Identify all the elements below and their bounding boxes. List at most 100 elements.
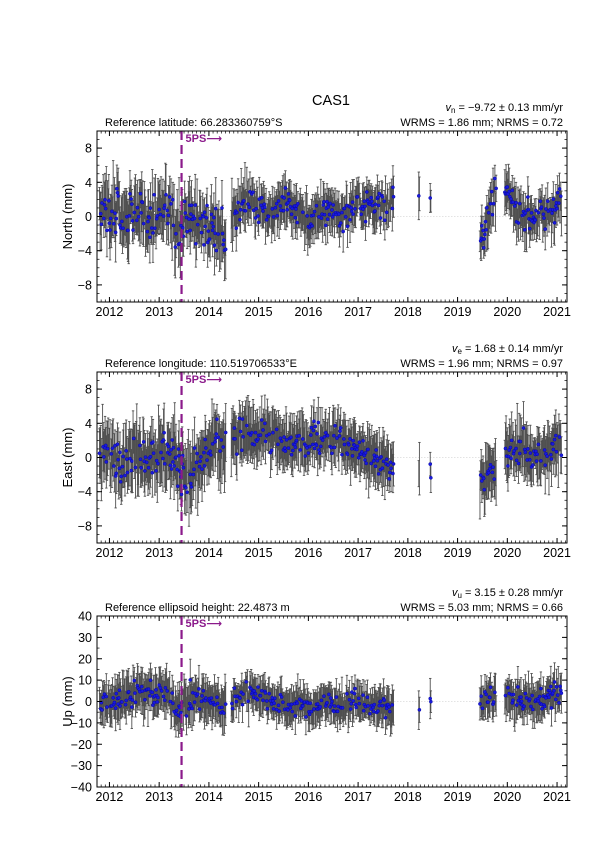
data-point [212, 215, 216, 220]
data-point [148, 206, 153, 210]
data-point [161, 214, 166, 218]
data-point [125, 457, 129, 461]
data-point [162, 430, 166, 435]
data-point [189, 212, 193, 216]
data-point [311, 428, 316, 433]
y-tick-label: −8 [78, 278, 92, 292]
data-point [360, 449, 364, 454]
error-bars [98, 394, 563, 527]
data-point [203, 446, 208, 450]
data-point [364, 461, 368, 466]
data-point [545, 199, 550, 204]
data-point [153, 226, 157, 231]
data-point [349, 206, 354, 210]
data-point [281, 208, 286, 213]
data-point [355, 195, 360, 199]
data-point [527, 457, 532, 462]
data-point [198, 459, 203, 464]
data-point [123, 473, 127, 478]
data-point [154, 216, 159, 221]
x-tick-label: 2013 [145, 546, 173, 560]
data-point [523, 211, 528, 215]
data-point [538, 199, 543, 204]
data-point [135, 205, 140, 210]
data-point [325, 433, 330, 438]
data-point [320, 438, 325, 442]
data-point [376, 195, 380, 199]
data-point [296, 201, 300, 206]
data-point [351, 438, 355, 443]
data-point [124, 449, 129, 453]
data-point [289, 452, 294, 457]
panel-north: Reference latitude: 66.283360759°S WRMS =… [60, 102, 571, 319]
stats-label: WRMS = 1.96 mm; NRMS = 0.97 [400, 358, 563, 370]
data-point [168, 463, 173, 468]
data-point [167, 195, 172, 199]
data-point [129, 468, 133, 473]
data-point [486, 470, 491, 475]
data-point [223, 247, 228, 252]
data-point [289, 435, 293, 440]
data-point [236, 200, 240, 205]
data-point [171, 223, 176, 228]
data-point [316, 420, 321, 425]
data-point [246, 202, 250, 206]
data-point [503, 446, 508, 451]
data-point [151, 231, 155, 235]
data-point [361, 207, 365, 212]
data-point [169, 467, 174, 471]
data-point [518, 439, 523, 444]
data-point [105, 446, 110, 451]
data-point [195, 451, 199, 456]
data-point [536, 210, 541, 215]
data-point [133, 465, 138, 470]
data-point [306, 451, 311, 455]
data-point [310, 224, 314, 228]
data-point [238, 207, 243, 212]
data-point [542, 448, 547, 452]
data-point [342, 437, 346, 441]
data-point [213, 439, 217, 444]
data-point [176, 447, 181, 451]
data-point [146, 465, 151, 470]
x-tick-label: 2015 [245, 305, 273, 319]
data-point [219, 438, 224, 442]
data-point [384, 210, 389, 215]
data-point [184, 215, 189, 220]
data-point [384, 457, 389, 462]
data-point [522, 227, 527, 232]
data-point [363, 451, 368, 455]
data-point [348, 218, 352, 222]
data-point [261, 428, 265, 432]
data-point [194, 241, 198, 246]
data-point [158, 212, 163, 217]
data-point [169, 448, 173, 452]
data-point [214, 432, 219, 436]
data-point [517, 451, 522, 456]
data-point [148, 454, 153, 459]
data-point [303, 454, 308, 458]
data-point [509, 197, 513, 201]
y-tick-label: 4 [85, 417, 92, 431]
data-point [481, 228, 485, 233]
x-tick-label: 2014 [195, 546, 223, 560]
data-point [256, 214, 260, 218]
data-point [141, 221, 146, 226]
y-axis-label: North (mm) [60, 184, 75, 250]
data-point [550, 442, 555, 446]
data-point [285, 207, 290, 212]
data-point [282, 446, 287, 450]
data-point [192, 446, 197, 450]
data-point [388, 460, 393, 465]
data-point [103, 206, 108, 211]
y-axis-label: East (mm) [60, 428, 75, 488]
data-point [117, 466, 122, 471]
data-point [205, 203, 209, 208]
x-tick-label: 2015 [245, 546, 273, 560]
x-tick-label: 2012 [96, 546, 124, 560]
data-point [143, 469, 147, 473]
data-point [555, 206, 559, 211]
data-point [341, 229, 345, 234]
data-point [102, 216, 106, 221]
